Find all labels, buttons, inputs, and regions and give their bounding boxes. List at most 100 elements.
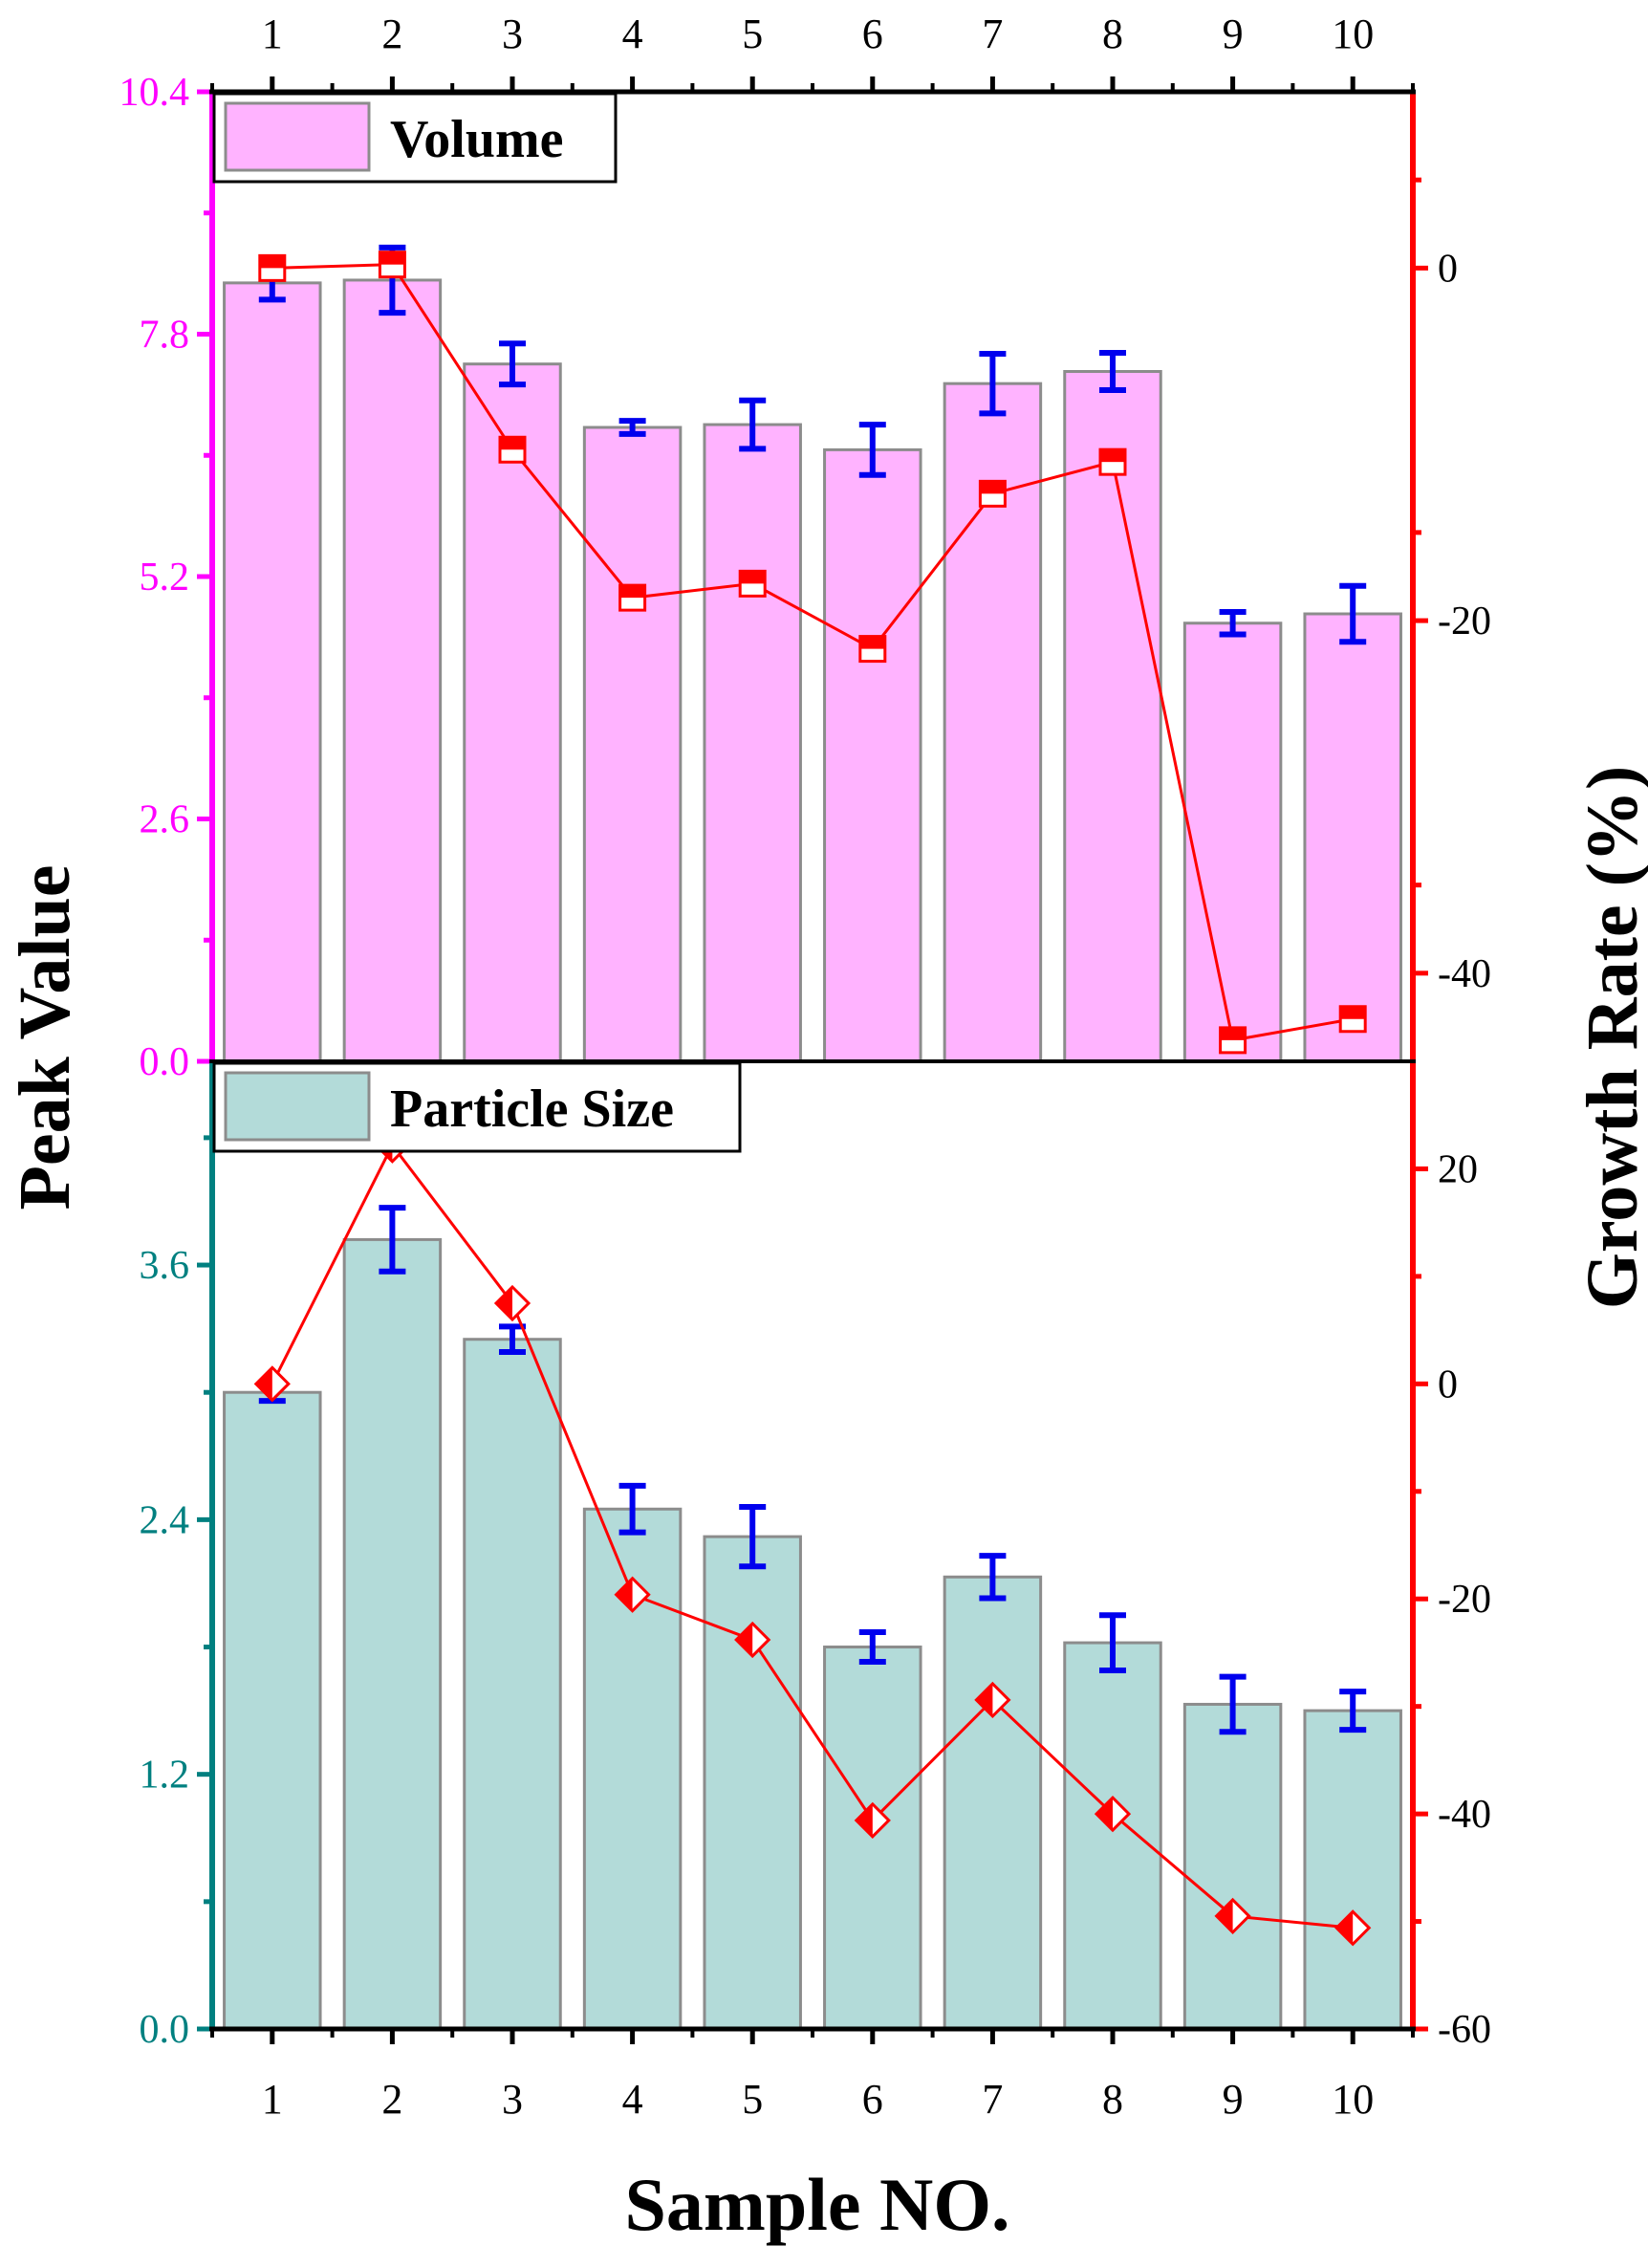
top-bar-1 (223, 281, 322, 1063)
marker-square-fill (740, 571, 766, 584)
bottom-x-tick-label: 10 (1332, 2076, 1374, 2123)
legend-particle-size-label: Particle Size (390, 1079, 674, 1139)
bottom-left-tick-label: 1.2 (140, 1754, 190, 1798)
bottom-bar-8 (1063, 1641, 1162, 2031)
bottom-x-tick-label: 5 (742, 2076, 763, 2123)
bottom-x-tick-label: 2 (381, 2076, 402, 2123)
top-x-tick-label: 1 (262, 11, 283, 57)
bottom-x-tick-label: 7 (982, 2076, 1003, 2123)
top-bar-5 (703, 423, 802, 1063)
bottom-error-bar-5 (739, 1504, 767, 1570)
bottom-error-bar-4 (618, 1482, 646, 1536)
top-x-tick-label: 2 (381, 11, 402, 57)
bottom-error-bar-10 (1339, 1689, 1367, 1734)
bottom-growth-marker-9 (1214, 1897, 1251, 1935)
top-error-bar-9 (1219, 609, 1247, 638)
marker-square-fill (500, 437, 525, 450)
top-bar-8 (1063, 370, 1162, 1063)
top-error-bar-10 (1339, 582, 1367, 645)
top-growth-marker-2 (378, 251, 406, 279)
top-growth-marker-1 (258, 253, 287, 282)
marker-square-fill (1100, 449, 1125, 463)
top-error-bar-6 (858, 422, 886, 478)
top-error-bar-7 (979, 350, 1007, 417)
marker-square-fill (259, 255, 285, 269)
bottom-x-tick-label: 8 (1102, 2076, 1123, 2123)
marker-square-fill (379, 251, 405, 265)
bottom-growth-marker-7 (974, 1681, 1011, 1719)
bottom-growth-marker-1 (253, 1365, 291, 1403)
top-bar-2 (342, 278, 443, 1063)
legend-volume: Volume (212, 92, 618, 184)
bottom-error-bar-9 (1219, 1673, 1247, 1735)
marker-diamond-fill (255, 1367, 272, 1401)
top-right-tick-label: 0 (1438, 247, 1458, 291)
bottom-left-tick-label: 3.6 (140, 1244, 190, 1288)
top-x-tick-label: 10 (1332, 11, 1374, 57)
top-bar-4 (582, 425, 683, 1063)
top-error-bar-8 (1099, 350, 1126, 393)
top-growth-marker-10 (1338, 1005, 1367, 1034)
top-growth-marker-8 (1098, 447, 1127, 476)
bottom-left-tick-label: 0.0 (140, 2008, 190, 2052)
bottom-x-tick-label: 4 (622, 2076, 643, 2123)
marker-square-fill (1340, 1006, 1366, 1019)
top-error-bar-3 (499, 340, 526, 388)
top-x-tick-label: 3 (502, 11, 523, 57)
top-right-tick-label: -20 (1438, 600, 1491, 643)
bottom-error-bar-2 (379, 1205, 406, 1275)
bottom-bar-2 (342, 1237, 443, 2031)
bottom-right-tick-label: 20 (1438, 1147, 1478, 1191)
marker-square-fill (859, 636, 885, 649)
legend-volume-label: Volume (390, 110, 564, 169)
bottom-x-tick-label: 3 (502, 2076, 523, 2123)
marker-diamond-fill (856, 1803, 873, 1837)
top-growth-marker-3 (498, 435, 527, 464)
top-error-bar-5 (739, 397, 767, 452)
top-growth-line (271, 263, 1354, 1042)
top-x-tick-label: 4 (622, 11, 643, 57)
top-left-tick-label: 5.2 (140, 556, 190, 600)
marker-diamond-fill (616, 1578, 633, 1611)
bottom-left-tick-label: 2.4 (140, 1498, 190, 1542)
top-bar-10 (1303, 612, 1402, 1063)
legend-particle-size: Particle Size (212, 1061, 742, 1153)
marker-diamond-fill (1336, 1911, 1354, 1945)
bottom-growth-marker-10 (1334, 1909, 1372, 1947)
axes-layer (197, 76, 1428, 2044)
bottom-growth-marker-8 (1094, 1795, 1132, 1833)
bottom-error-bar-8 (1099, 1612, 1126, 1673)
marker-diamond-fill (496, 1287, 512, 1319)
bottom-growth-line (271, 1142, 1354, 1930)
tick-labels-layer: 0.0 2.6 5.2 7.8 10.4 0 -20 -40 0.0 1.2 2.4 3.6 20 0 -2… (119, 11, 1492, 2123)
top-left-tick-label: 10.4 (119, 71, 190, 115)
bottom-right-tick-label: 0 (1438, 1363, 1458, 1407)
y-axis-title-left: Peak Value (5, 864, 85, 1210)
top-left-tick-label: 2.6 (140, 798, 190, 842)
bottom-right-tick-label: -40 (1438, 1793, 1491, 1837)
top-growth-marker-9 (1219, 1026, 1247, 1055)
y-axis-title-right: Growth Rate (%) (1572, 766, 1648, 1309)
marker-diamond-fill (1096, 1798, 1113, 1831)
bottom-bar-9 (1182, 1702, 1283, 2031)
top-bar-9 (1182, 622, 1283, 1063)
top-growth-marker-5 (738, 569, 767, 598)
bottom-error-bar-6 (858, 1628, 886, 1666)
top-growth-marker-4 (618, 583, 647, 612)
top-bar-3 (463, 362, 562, 1063)
bottom-x-tick-label: 9 (1223, 2076, 1244, 2123)
top-growth-marker-6 (858, 635, 887, 664)
bottom-x-tick-label: 1 (262, 2076, 283, 2123)
bottom-error-bar-7 (979, 1553, 1007, 1602)
x-axis-title: Sample NO. (624, 2163, 1009, 2246)
bottom-bar-10 (1303, 1709, 1402, 2031)
top-x-tick-label: 9 (1223, 11, 1244, 57)
bars-layer (223, 278, 1402, 2031)
top-right-tick-label: -40 (1438, 952, 1491, 996)
bottom-bar-5 (703, 1535, 802, 2031)
bottom-bar-7 (943, 1575, 1043, 2031)
bottom-right-tick-label: -20 (1438, 1578, 1491, 1622)
top-x-tick-label: 5 (742, 11, 763, 57)
top-x-tick-label: 8 (1102, 11, 1123, 57)
marker-diamond-fill (1216, 1899, 1233, 1932)
